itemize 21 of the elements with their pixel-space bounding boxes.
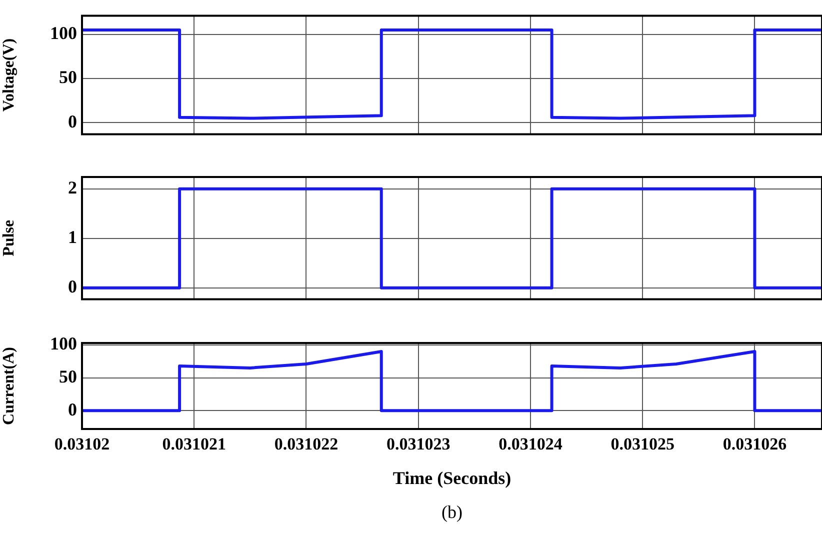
x-tick-label: 0.031025: [610, 434, 674, 454]
x-tick-label: 0.031026: [722, 434, 787, 454]
y-tick-label: 50: [59, 67, 77, 88]
y-axis-title: Current(A): [0, 347, 18, 425]
x-tick-label: 0.031023: [386, 434, 450, 454]
x-tick-label: 0.03102: [54, 434, 110, 454]
y-tick-label: 0: [68, 399, 77, 420]
x-axis-title: Time (Seconds): [392, 468, 512, 488]
y-tick-label: 0: [68, 111, 77, 132]
x-tick-label: 0.031022: [274, 434, 338, 454]
x-tick-label: 0.031021: [162, 434, 226, 454]
y-tick-label: 100: [50, 23, 77, 44]
y-tick-label: 2: [68, 178, 77, 198]
text: (b): [440, 502, 464, 523]
y-tick-label: 1: [68, 227, 77, 248]
y-tick-label: 0: [68, 276, 77, 296]
y-tick-label: 50: [59, 366, 77, 386]
y-tick-label: 100: [50, 334, 77, 354]
y-axis-title: Pulse: [0, 220, 18, 256]
x-tick-label: 0.031024: [498, 434, 563, 454]
y-axis-title: Voltage(V): [0, 38, 18, 112]
